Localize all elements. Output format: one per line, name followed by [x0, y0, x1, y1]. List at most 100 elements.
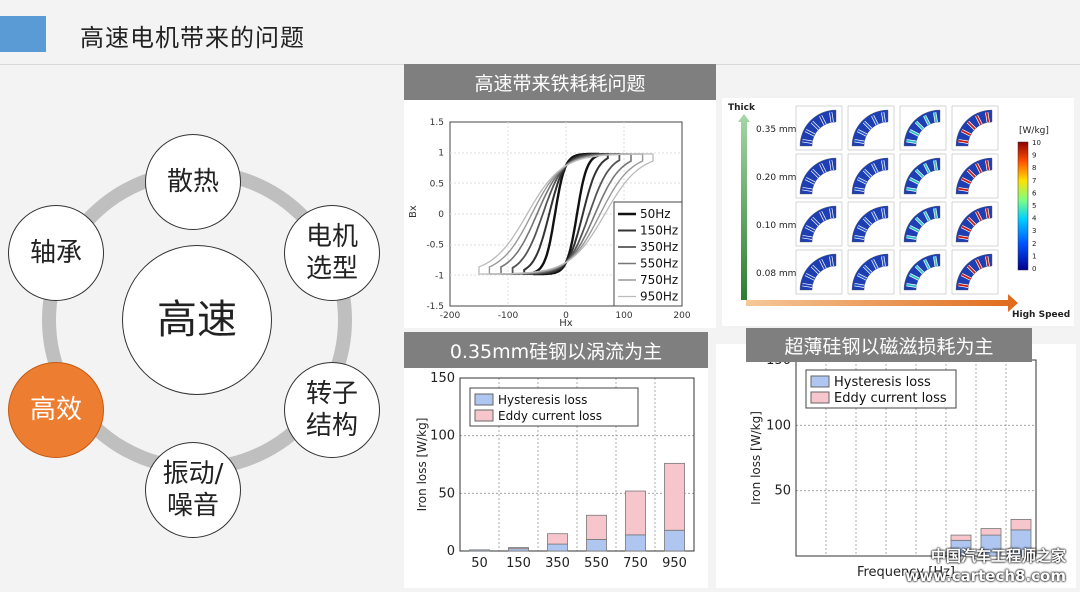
- eddy-panel-title: 0.35mm硅钢以涡流为主: [404, 332, 708, 368]
- y-axis-label: Bx: [408, 205, 419, 218]
- legend-label: 950Hz: [640, 290, 678, 304]
- colorbar-unit: [W/kg]: [1019, 126, 1049, 136]
- y-tick-label: 150: [430, 371, 455, 386]
- x-tick-label: 950: [662, 556, 687, 571]
- node-vibration-noise: 振动/ 噪音: [145, 442, 241, 538]
- x-tick-label: 750: [623, 556, 648, 571]
- thick-arrow: [738, 114, 750, 300]
- loss-map-cell: [795, 201, 843, 247]
- legend-swatch: [810, 391, 830, 404]
- colorbar-tick: 9: [1032, 152, 1036, 160]
- bar-segment: [547, 533, 568, 545]
- y-tick-label: 0.5: [430, 179, 444, 189]
- legend-label: 750Hz: [640, 273, 678, 287]
- node-rotor-structure: 转子 结构: [284, 362, 380, 458]
- bar-segment: [469, 549, 490, 552]
- legend-label: 350Hz: [640, 240, 678, 254]
- loss-map-cell: [795, 105, 843, 151]
- bar-segment: [664, 529, 685, 552]
- y-tick-label: -1: [435, 271, 444, 281]
- loss-map-cell: [847, 249, 895, 295]
- node-label: 电机 选型: [305, 221, 358, 285]
- bar-segment: [586, 539, 607, 552]
- thin-panel-title: 超薄硅钢以磁滋损耗为主: [746, 328, 1032, 362]
- hysteresis-panel-title: 高速带来铁耗耗问题: [404, 64, 716, 100]
- thickness-label: 0.35 mm: [756, 125, 796, 135]
- bar-segment: [950, 534, 972, 541]
- y-tick-label: 1: [438, 149, 444, 159]
- loss-map-cell: [847, 105, 895, 151]
- loss-map-cell: [899, 249, 947, 295]
- eddy-chart-panel: 0 50 100 150 50 150 350 550 750 950 Hysteresis los…: [404, 368, 708, 588]
- x-tick-label: 350: [545, 556, 570, 571]
- node-label: 轴承: [29, 237, 82, 268]
- bar-segment: [547, 543, 568, 552]
- legend-label: 150Hz: [640, 224, 678, 238]
- x-tick-label: 200: [673, 311, 690, 321]
- loss-map-cell: [951, 153, 999, 199]
- y-tick-label: -0.5: [426, 241, 444, 251]
- legend-label: Eddy current loss: [834, 391, 947, 406]
- node-label: 散热: [166, 166, 219, 197]
- colorbar-tick: 8: [1032, 164, 1036, 172]
- legend-swatch: [474, 409, 494, 422]
- bar-segment: [508, 547, 529, 550]
- loss-map-panel: Thick High Speed 0.35 mm 0.20 mm 0.10 mm 0.…: [722, 98, 1074, 326]
- colorbar-tick: 3: [1032, 227, 1036, 235]
- legend-box: [469, 387, 639, 427]
- colorbar-tick: 10: [1032, 139, 1041, 147]
- bar-segment: [625, 534, 646, 552]
- x-tick-label: -200: [440, 311, 461, 321]
- watermark-line1: 中国汽车工程师之家: [930, 547, 1066, 565]
- loss-map-cell: [847, 153, 895, 199]
- colorbar-tick: 1: [1032, 252, 1036, 260]
- y-tick-label: 0: [438, 210, 444, 220]
- thick-label: Thick: [728, 103, 756, 113]
- page-title: 高速电机带来的问题: [80, 24, 305, 52]
- loss-map-cell: [795, 153, 843, 199]
- y-tick-label: 50: [438, 486, 455, 501]
- legend-box: [613, 201, 683, 307]
- legend-box: [805, 369, 957, 409]
- watermark: 中国汽车工程师之家 www.cartech8.com: [905, 547, 1066, 586]
- node-motor-selection: 电机 选型: [284, 205, 380, 301]
- y-tick-label: 0: [447, 544, 455, 559]
- title-accent-bar: [0, 16, 46, 52]
- y-tick-label: 1.5: [430, 118, 444, 128]
- node-label: 振动/ 噪音: [162, 458, 224, 522]
- colorbar-tick: 4: [1032, 215, 1037, 223]
- x-axis-label: Hx: [559, 318, 573, 328]
- bar-segment: [980, 528, 1002, 536]
- watermark-line2: www.cartech8.com: [905, 566, 1066, 585]
- colorbar-tick: 5: [1032, 202, 1036, 210]
- x-tick-label: 150: [506, 556, 531, 571]
- colorbar: [1017, 141, 1029, 271]
- thickness-label: 0.08 mm: [756, 269, 796, 279]
- legend-swatch: [810, 375, 830, 388]
- loss-map-cell: [951, 105, 999, 151]
- thickness-label: 0.10 mm: [756, 221, 796, 231]
- y-tick-label: -1.5: [426, 302, 444, 312]
- x-tick-label: 50: [471, 556, 488, 571]
- y-axis-label: Iron loss [W/kg]: [415, 418, 429, 512]
- legend-label: Eddy current loss: [498, 409, 602, 423]
- node-label: 转子 结构: [305, 378, 358, 442]
- loss-map-cell: [951, 249, 999, 295]
- hysteresis-curves: [478, 152, 654, 276]
- x-tick-label: 550: [584, 556, 609, 571]
- legend-label: Hysteresis loss: [498, 393, 587, 407]
- colorbar-tick: 2: [1032, 240, 1036, 248]
- hysteresis-chart: 1.5 1 0.5 0 -0.5 -1 -1.5 -200 -100 0 100 200 Bx Hx…: [408, 118, 691, 329]
- y-tick-label: 50: [774, 484, 791, 499]
- legend-swatch: [474, 393, 494, 406]
- colorbar-tick: 0: [1032, 265, 1036, 273]
- y-axis-label: Iron loss [W/kg]: [749, 411, 763, 505]
- loss-map-cell: [847, 201, 895, 247]
- loss-map-cell: [899, 153, 947, 199]
- center-node-label: 高速: [157, 297, 237, 343]
- x-tick-label: 0: [563, 311, 569, 321]
- node-heat-dissipation: 散热: [145, 134, 241, 230]
- plot-frame: [459, 377, 695, 552]
- y-tick-label: 100: [430, 429, 455, 444]
